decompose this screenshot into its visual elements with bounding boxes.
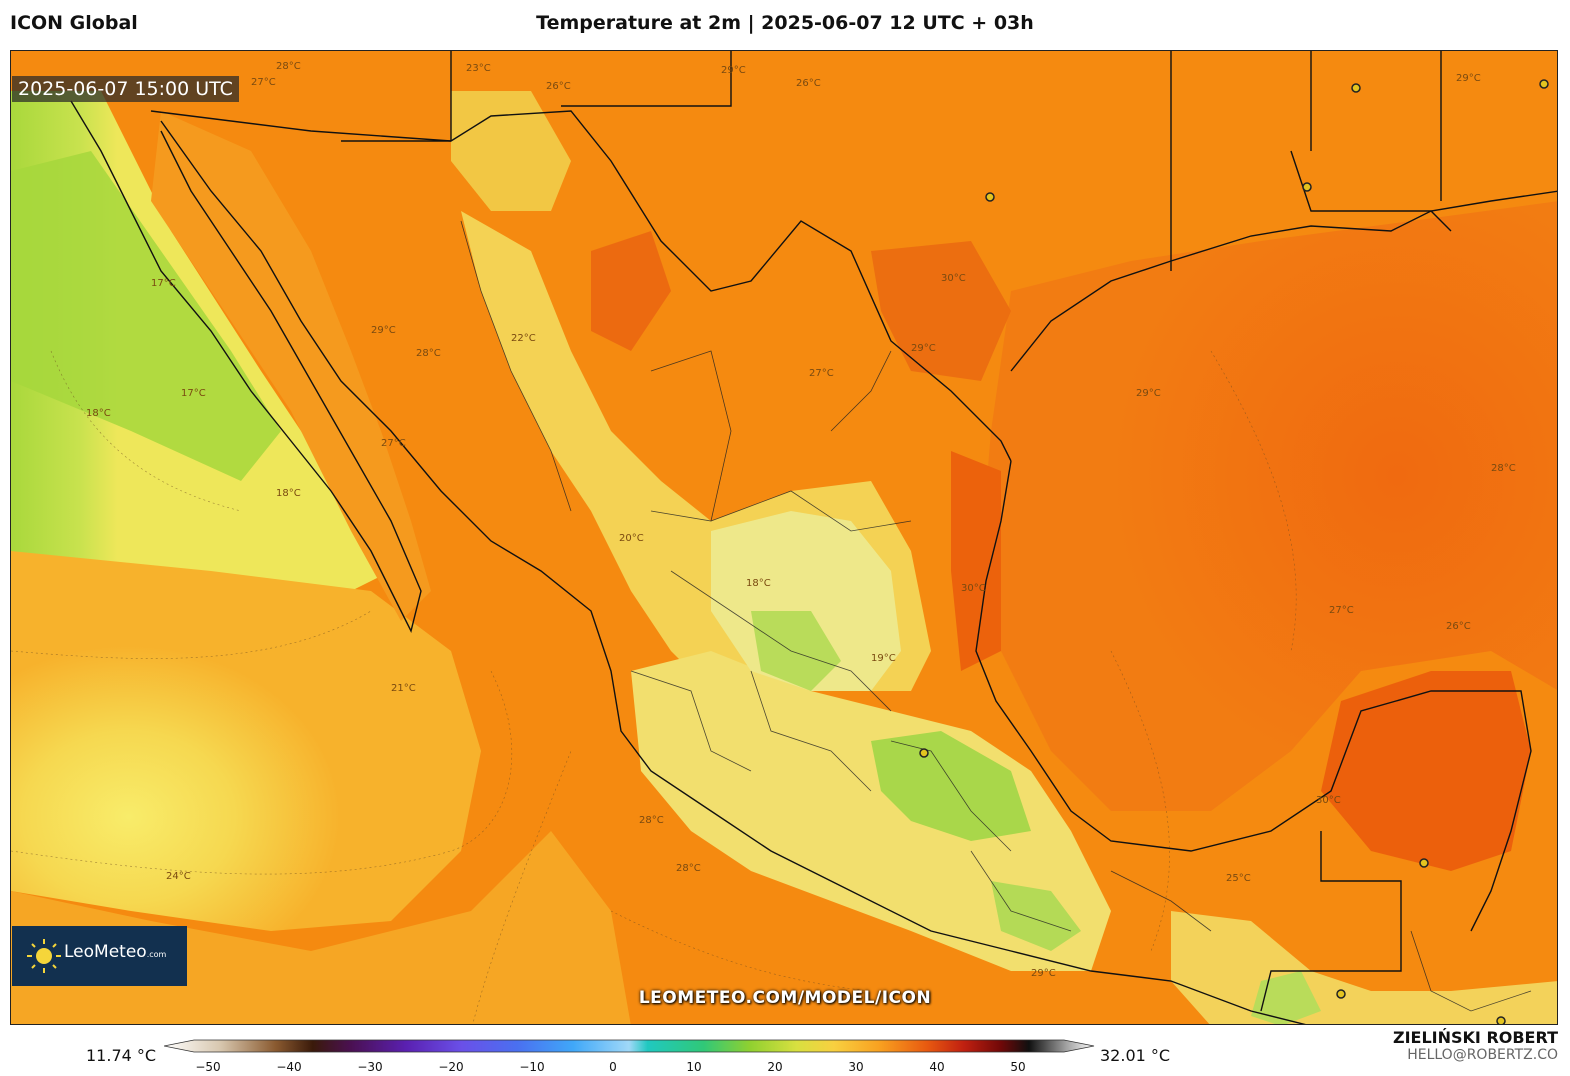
contour-label: 18°C (746, 578, 771, 589)
contour-label: 19°C (871, 653, 896, 664)
contour-label: 29°C (911, 343, 936, 354)
scale-tick-label: −40 (276, 1060, 302, 1074)
country-borders (70, 51, 1557, 1024)
contour-label: 28°C (1491, 463, 1516, 474)
scale-tick-label: 10 (686, 1060, 702, 1074)
contour-label: 28°C (276, 61, 301, 72)
contour-label: 28°C (416, 348, 441, 359)
highland-green-3 (991, 881, 1081, 951)
pacific-yellow-zone (11, 551, 481, 931)
contour-label: 22°C (511, 333, 536, 344)
scale-tick-label: −30 (357, 1060, 383, 1074)
author-name: ZIELIŃSKI ROBERT (1392, 1028, 1558, 1047)
contour-label: 26°C (796, 78, 821, 89)
baja-land (151, 111, 431, 621)
color-scale-bar (164, 1039, 1095, 1053)
sun-icon (27, 939, 61, 973)
contour-label: 24°C (166, 871, 191, 882)
contour-label: 29°C (1136, 388, 1161, 399)
belize-guatemala-border (1260, 831, 1402, 1012)
scale-tick-label: 40 (929, 1060, 945, 1074)
map-canvas: 27°C 28°C 23°C 26°C 26°C 29°C 29°C 17°C … (11, 51, 1557, 1024)
contour-label: 26°C (546, 81, 571, 92)
us-gulf-coast (1010, 190, 1557, 372)
pacific-green-band (11, 151, 281, 481)
baja-coast (70, 100, 422, 634)
logo-text: LeoMeteo.com (64, 942, 167, 962)
contour-label: 28°C (676, 863, 701, 874)
city-marker (1539, 79, 1549, 89)
gulf-of-mexico (981, 201, 1557, 811)
contour-label: 25°C (1226, 873, 1251, 884)
highland-green-1 (871, 731, 1031, 841)
temperature-map[interactable]: 27°C 28°C 23°C 26°C 26°C 29°C 29°C 17°C … (10, 50, 1558, 1025)
texas-highland (451, 91, 571, 211)
map-title: Temperature at 2m | 2025-06-07 12 UTC + … (536, 12, 1034, 34)
scale-tick-label: 20 (767, 1060, 783, 1074)
scale-tick-label: −50 (195, 1060, 221, 1074)
contour-label: 17°C (181, 388, 206, 399)
contour-label: 18°C (276, 488, 301, 499)
highland-central (631, 651, 1111, 971)
contour-label: 30°C (941, 273, 966, 284)
contour-label: 23°C (466, 63, 491, 74)
highland-green-2 (751, 611, 841, 691)
contour-label: 20°C (619, 533, 644, 544)
city-marker (1351, 83, 1361, 93)
scale-min-label: 11.74 °C (86, 1046, 157, 1065)
contour-label: 29°C (721, 65, 746, 76)
author-email[interactable]: HELLO@ROBERTZ.CO (1407, 1047, 1558, 1063)
us-state-border-6 (561, 51, 732, 107)
us-state-border-2 (1290, 150, 1452, 232)
city-marker (919, 748, 929, 758)
state-borders (460, 220, 1532, 1012)
watermark-url[interactable]: LEOMETEO.COM/MODEL/ICON (638, 988, 932, 1008)
contour-label: 27°C (809, 368, 834, 379)
gulf-coast-mexico (975, 460, 1532, 932)
valid-time-badge: 2025-06-07 15:00 UTC (12, 76, 239, 102)
us-mexico-border (150, 110, 1012, 462)
hot-zone-north (591, 231, 671, 351)
contour-label: 26°C (1446, 621, 1471, 632)
scale-tick-label: −20 (438, 1060, 464, 1074)
contour-label: 29°C (1031, 968, 1056, 979)
contour-label: 27°C (1329, 605, 1354, 616)
contour-label: 29°C (371, 325, 396, 336)
contour-label: 27°C (381, 438, 406, 449)
scale-tick-label: −10 (519, 1060, 545, 1074)
central-america-green (1251, 971, 1321, 1024)
contour-label: 21°C (391, 683, 416, 694)
city-marker (1496, 1016, 1506, 1024)
contour-label: 27°C (251, 77, 276, 88)
contour-label: 28°C (639, 815, 664, 826)
contour-label: 17°C (151, 278, 176, 289)
hot-zone-tamaulipas (951, 451, 1001, 671)
leometeo-logo: LeoMeteo.com (12, 926, 187, 986)
yucatan-hot (1321, 671, 1531, 871)
hot-zone-texas (871, 241, 1011, 381)
scale-tick-label: 0 (609, 1060, 617, 1074)
scale-max-label: 32.01 °C (1100, 1046, 1171, 1065)
scale-tick-label: 30 (848, 1060, 864, 1074)
contour-label: 29°C (1456, 73, 1481, 84)
city-markers (919, 79, 1549, 1024)
contour-label: 30°C (1316, 795, 1341, 806)
city-marker (1419, 858, 1429, 868)
contour-label: 30°C (961, 583, 986, 594)
contour-label: 18°C (86, 408, 111, 419)
isotherm-lines (11, 350, 1297, 1024)
pacific-coast-mexico (160, 120, 1306, 1024)
scale-tick-label: 50 (1010, 1060, 1026, 1074)
contour-label-group: 27°C 28°C 23°C 26°C 26°C 29°C 29°C 17°C … (86, 61, 1516, 979)
city-marker (1336, 989, 1346, 999)
city-marker (1302, 182, 1312, 192)
model-name: ICON Global (10, 12, 138, 34)
city-marker (985, 192, 995, 202)
